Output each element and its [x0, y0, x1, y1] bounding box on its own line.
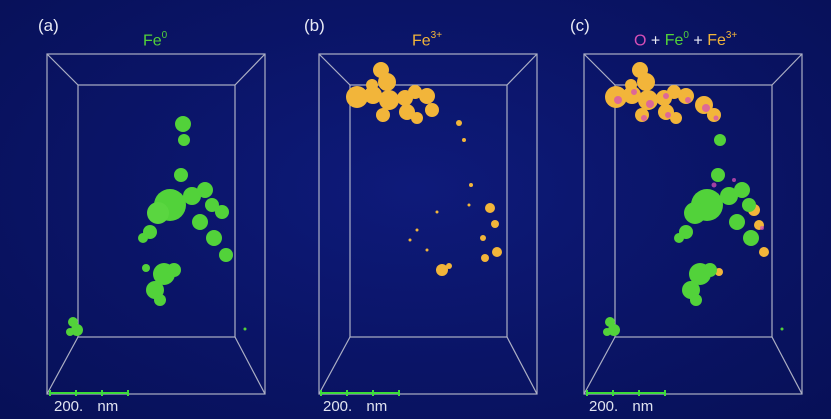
title-fe3: Fe3+	[707, 30, 738, 50]
scale-unit: nm	[366, 398, 388, 415]
panel-c-3d-box	[583, 53, 803, 396]
scale-value: 200.	[323, 398, 353, 415]
panel-title: Fe0	[143, 30, 168, 50]
panel-b-3d-box	[318, 53, 538, 396]
panel-label: (c)	[570, 16, 590, 35]
scale-value: 200.	[589, 398, 619, 415]
scale-unit: nm	[632, 398, 654, 415]
scale-label: 200. nm	[54, 398, 118, 415]
title-plus: +	[650, 32, 661, 50]
title-sup: 3+	[430, 30, 443, 41]
scale-bar	[586, 390, 666, 396]
panel-label: (a)	[38, 16, 59, 35]
title-fe3-sup: 3+	[725, 30, 738, 41]
title-fe0-sup: 0	[683, 30, 689, 41]
panel-b: (b) Fe3+ 200. nm	[277, 0, 554, 419]
fe0-clusters	[603, 134, 784, 336]
title-fe0: Fe0	[664, 30, 689, 50]
title-sup: 0	[161, 30, 168, 41]
panel-title: Fe3+	[412, 30, 443, 50]
panel-label: (b)	[304, 16, 325, 35]
scale-label: 200. nm	[323, 398, 387, 415]
panel-c: (c) O + Fe0 + Fe3+ 200. nm	[554, 0, 831, 419]
title-plus: +	[693, 32, 703, 50]
title-fe3-base: Fe	[707, 32, 726, 50]
panel-title: O + Fe0 + Fe3+	[634, 30, 738, 50]
title-fe0-base: Fe	[664, 32, 684, 50]
oxygen-overlay	[614, 89, 764, 230]
scale-bar	[49, 390, 129, 396]
scale-value: 200.	[54, 398, 84, 415]
fe3-clusters	[346, 62, 502, 276]
fe3-clusters	[605, 62, 769, 276]
scale-unit: nm	[97, 398, 119, 415]
title-oxygen: O	[634, 32, 647, 50]
panel-a: (a) Fe0 200. nm	[0, 0, 277, 419]
fe0-clusters	[66, 116, 247, 336]
title-base: Fe	[412, 32, 431, 50]
scale-label: 200. nm	[589, 398, 653, 415]
scale-bar	[320, 390, 400, 396]
title-base: Fe	[143, 32, 162, 50]
panel-a-3d-box	[46, 53, 266, 396]
